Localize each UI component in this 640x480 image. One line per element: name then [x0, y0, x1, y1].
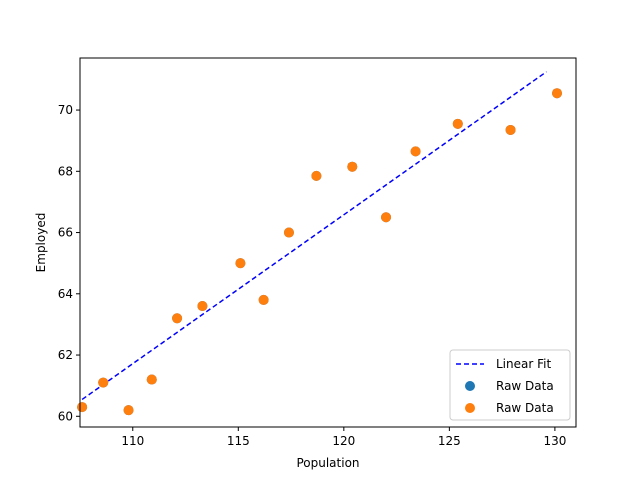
y-tick-label: 62 [58, 348, 73, 362]
axes-frame [79, 57, 577, 428]
legend-linear-fit-label: Linear Fit [496, 357, 551, 371]
data-point-series-2 [410, 146, 421, 157]
y-axis: 60 62 64 66 68 70 [58, 103, 80, 423]
data-point-series-2 [347, 161, 358, 172]
data-point-series-2 [123, 405, 134, 416]
x-tick-label: 130 [543, 434, 566, 448]
x-axis: 110 115 120 125 130 [121, 427, 566, 448]
data-point-series-2 [172, 313, 183, 324]
plot-area [77, 71, 563, 416]
y-tick-label: 70 [58, 103, 73, 117]
legend-raw-data-blue-label: Raw Data [496, 379, 554, 393]
data-point-series-2 [146, 374, 157, 385]
x-tick-label: 115 [227, 434, 250, 448]
data-point-series-2 [381, 212, 392, 223]
data-point-series-2 [452, 118, 463, 129]
x-tick-label: 110 [121, 434, 144, 448]
linear-fit-line [81, 71, 547, 401]
legend-raw-data-orange-label: Raw Data [496, 401, 554, 415]
x-axis-label: Population [296, 456, 359, 470]
y-axis-label: Employed [34, 213, 48, 273]
x-tick-label: 125 [438, 434, 461, 448]
data-point-series-2 [283, 227, 294, 238]
data-point-series-2 [311, 170, 322, 181]
data-point-series-2 [77, 402, 88, 413]
legend-box [449, 349, 571, 421]
legend-raw-data-blue-swatch [465, 381, 475, 391]
y-tick-label: 68 [58, 164, 73, 178]
data-point-series-2 [197, 301, 208, 312]
data-point-series-2 [258, 294, 269, 305]
legend: Linear Fit Raw Data Raw Data [449, 349, 571, 421]
y-tick-label: 64 [58, 287, 73, 301]
data-point-series-2 [235, 258, 246, 269]
data-point-series-2 [505, 124, 516, 135]
data-point-series-2 [552, 88, 563, 99]
x-tick-label: 120 [332, 434, 355, 448]
y-tick-label: 66 [58, 226, 73, 240]
data-point-series-2 [98, 377, 109, 388]
legend-raw-data-orange-swatch [465, 403, 475, 413]
y-tick-label: 60 [58, 409, 73, 423]
